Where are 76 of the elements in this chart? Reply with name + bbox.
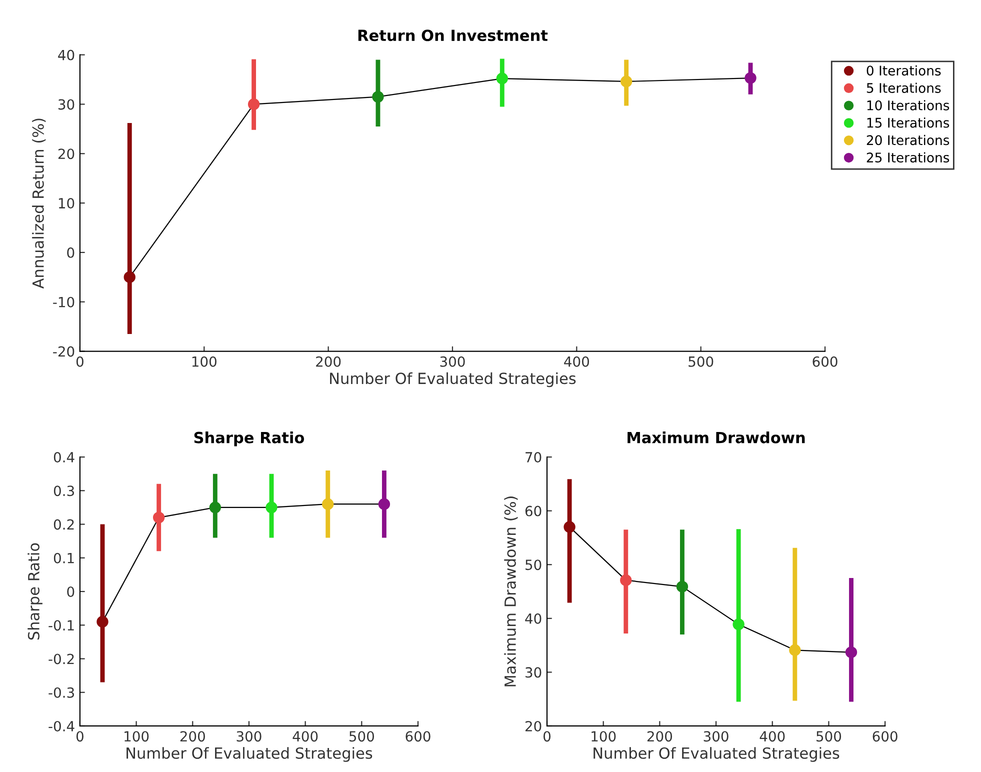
x-axis-title: Number Of Evaluated Strategies (126, 747, 372, 762)
point (378, 498, 390, 510)
y-tick-label: -0.4 (48, 720, 74, 732)
x-axis-title: Number Of Evaluated Strategies (330, 372, 576, 388)
y-tick-label: 0.2 (54, 519, 74, 530)
point (266, 502, 278, 514)
x-tick-label: 300 (440, 356, 465, 367)
chart-title: Return On Investment (358, 30, 548, 42)
y-tick-label: 0.4 (54, 452, 74, 462)
y-tick-label: 20 (58, 148, 74, 160)
point (152, 512, 165, 524)
point (845, 646, 858, 658)
x-tick-label: 0 (544, 731, 550, 742)
point (789, 644, 801, 656)
x-axis-title: Number Of Evaluated Strategies (594, 747, 840, 762)
point (620, 574, 632, 586)
x-tick-label: 200 (647, 731, 672, 742)
point (744, 72, 756, 84)
point (322, 498, 334, 510)
point (124, 271, 136, 283)
legend-label: 0 Iterations (866, 65, 941, 76)
x-tick-label: 300 (704, 731, 728, 742)
x-tick-label: 600 (812, 356, 838, 367)
y-tick-label: 30 (58, 99, 74, 110)
y-tick-label: 20 (525, 720, 542, 732)
y-axis-title: Annualized Return (%) (32, 118, 46, 289)
x-tick-label: 500 (688, 356, 714, 367)
chart-title: Maximum Drawdown (628, 432, 805, 444)
y-tick-label: 60 (525, 506, 542, 516)
y-tick-label: 50 (526, 560, 542, 570)
x-tick-label: 200 (180, 731, 205, 742)
x-tick-label: 400 (760, 731, 785, 742)
point (620, 76, 632, 88)
y-tick-label: 0 (67, 586, 74, 597)
x-tick-label: 0 (76, 356, 84, 367)
point (96, 616, 108, 628)
x-tick-label: 100 (592, 731, 616, 742)
x-tick-label: 100 (124, 731, 149, 742)
y-tick-label: 0.3 (54, 486, 74, 496)
point (564, 521, 576, 533)
y-axis-title: Maximum Drawdown (%) (504, 496, 518, 686)
y-axis-title: Sharpe Ratio (28, 543, 42, 640)
y-tick-label: 10 (58, 198, 74, 209)
x-tick-label: 100 (192, 356, 216, 367)
point (248, 98, 260, 110)
chart-title: Sharpe Ratio (194, 432, 304, 446)
x-tick-label: 400 (292, 731, 318, 742)
legend-label: 15 Iterations (867, 118, 950, 128)
y-tick-label: 40 (58, 50, 74, 60)
point (209, 502, 222, 514)
point (496, 72, 508, 84)
y-tick-label: -20 (53, 346, 74, 357)
legend-label: 20 Iterations (866, 134, 950, 146)
x-tick-label: 500 (816, 731, 842, 742)
legend-label: 25 Iterations (866, 152, 950, 163)
y-tick-label: -0.1 (48, 620, 74, 631)
point (732, 618, 744, 630)
y-tick-label: 40 (525, 613, 542, 624)
x-tick-label: 200 (316, 356, 341, 367)
y-tick-label: -0.3 (48, 687, 74, 698)
y-tick-label: 0 (67, 247, 74, 258)
legend-label: 10 Iterations (867, 100, 950, 110)
x-tick-label: 0 (76, 731, 84, 742)
y-tick-label: -0.2 (48, 654, 74, 664)
y-tick-label: 70 (526, 452, 542, 462)
x-tick-label: 600 (406, 731, 430, 742)
point (372, 90, 384, 103)
x-tick-label: 400 (564, 356, 589, 367)
point (676, 580, 688, 593)
y-tick-label: 30 (526, 667, 542, 678)
y-tick-label: 0.1 (54, 552, 74, 564)
x-tick-label: 300 (236, 731, 262, 742)
x-tick-label: 600 (872, 731, 898, 742)
y-tick-label: -10 (53, 296, 74, 308)
x-tick-label: 500 (349, 731, 374, 742)
legend-label: 5 Iterations (866, 82, 941, 93)
